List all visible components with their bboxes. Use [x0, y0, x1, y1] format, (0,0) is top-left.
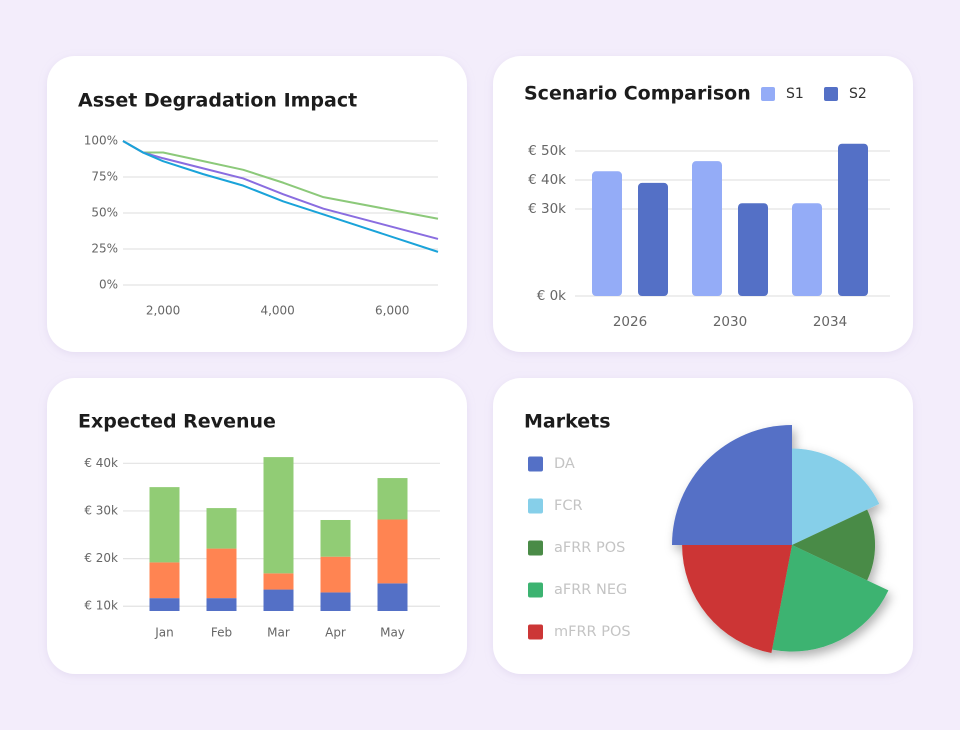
- legend-label: aFRR POS: [554, 540, 625, 556]
- legend-label: FCR: [554, 498, 583, 514]
- y-tick-label: € 0k: [537, 288, 566, 304]
- bar-segment: [320, 556, 351, 593]
- x-tick-label: Jan: [154, 626, 174, 640]
- y-tick-label: 100%: [84, 134, 118, 148]
- legend-swatch: [528, 624, 543, 640]
- x-tick-label: Mar: [267, 626, 290, 640]
- legend-swatch: [824, 87, 838, 101]
- chart-title: Markets: [524, 411, 611, 433]
- y-tick-label: € 50k: [528, 143, 566, 159]
- legend-swatch: [528, 456, 543, 472]
- chart-title: Scenario Comparison: [524, 83, 751, 105]
- pie-slice: [792, 509, 876, 581]
- bar: [738, 203, 768, 296]
- bar-segment: [263, 573, 294, 590]
- y-tick-label: 75%: [91, 170, 118, 184]
- x-tick-label: 2026: [613, 314, 647, 330]
- bar-segment: [320, 592, 351, 611]
- pie: [672, 425, 889, 653]
- y-tick-label: € 10k: [84, 599, 118, 613]
- legend-label: aFRR NEG: [554, 582, 627, 598]
- bar-segment: [263, 589, 294, 611]
- legend-label: S1: [786, 86, 804, 102]
- legend-swatch: [528, 582, 543, 598]
- bar-segment: [320, 519, 351, 557]
- line: [122, 140, 439, 253]
- bar-segment: [377, 478, 408, 520]
- x-tick-label: 4,000: [260, 304, 294, 318]
- bar-segment: [263, 457, 294, 574]
- x-tick-label: 6,000: [375, 304, 409, 318]
- x-tick-label: 2,000: [146, 304, 180, 318]
- chart-title: Asset Degradation Impact: [78, 90, 357, 112]
- legend-swatch: [528, 540, 543, 556]
- pie-slice: [672, 425, 792, 545]
- x-tick-label: 2034: [813, 314, 847, 330]
- bar: [692, 161, 722, 296]
- legend-label: S2: [849, 86, 867, 102]
- y-tick-label: € 40k: [528, 172, 566, 188]
- bar-segment: [377, 583, 408, 611]
- legend-swatch: [761, 87, 775, 101]
- y-tick-label: € 30k: [84, 503, 118, 517]
- chart-title: Expected Revenue: [78, 411, 276, 433]
- bar-segment: [206, 598, 237, 611]
- bar-segment: [149, 598, 180, 611]
- bar-segment: [206, 508, 237, 549]
- bar-segment: [149, 487, 180, 563]
- x-tick-label: Apr: [325, 626, 346, 640]
- y-tick-label: 50%: [91, 206, 118, 220]
- legend-label: DA: [554, 456, 575, 472]
- x-tick-label: Feb: [211, 626, 232, 640]
- card: [47, 56, 467, 352]
- bar-segment: [149, 562, 180, 599]
- y-tick-label: € 40k: [84, 456, 118, 470]
- bar: [792, 203, 822, 296]
- y-tick-label: € 20k: [84, 551, 118, 565]
- bar: [638, 182, 668, 296]
- bar: [838, 143, 868, 296]
- pie-slice: [772, 545, 889, 652]
- legend-swatch: [528, 498, 543, 514]
- x-tick-label: 2030: [713, 314, 747, 330]
- x-tick-label: May: [380, 626, 405, 640]
- bar-segment: [206, 548, 237, 599]
- y-tick-label: 0%: [99, 278, 118, 292]
- bar-segment: [377, 519, 408, 584]
- pie-slice: [792, 448, 880, 545]
- y-tick-label: 25%: [91, 242, 118, 256]
- bar: [592, 171, 622, 296]
- pie-slice: [682, 545, 792, 653]
- y-tick-label: € 30k: [528, 201, 566, 217]
- legend-label: mFRR POS: [554, 624, 631, 640]
